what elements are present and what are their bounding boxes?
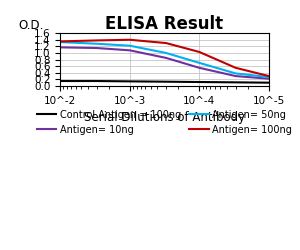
Control Antigen = 100ng [58, 80, 62, 82]
Antigen= 10ng [234, 74, 238, 78]
Control Antigen = 100ng [267, 81, 271, 84]
Control Antigen = 100ng [234, 81, 238, 84]
Line: Antigen= 100ng: Antigen= 100ng [60, 40, 269, 76]
Antigen= 100ng [128, 38, 132, 41]
Antigen= 10ng [267, 77, 271, 80]
Antigen= 10ng [197, 66, 201, 69]
Title: ELISA Result: ELISA Result [106, 15, 224, 33]
Antigen= 100ng [197, 50, 201, 53]
Legend: Control Antigen = 100ng, Antigen= 10ng, Antigen= 50ng, Antigen= 100ng: Control Antigen = 100ng, Antigen= 10ng, … [37, 110, 292, 135]
Antigen= 50ng [164, 52, 168, 54]
Line: Control Antigen = 100ng: Control Antigen = 100ng [60, 81, 269, 83]
Antigen= 10ng [58, 46, 62, 49]
Antigen= 100ng [95, 39, 98, 42]
Y-axis label: O.D.: O.D. [18, 19, 44, 32]
Line: Antigen= 50ng: Antigen= 50ng [60, 42, 269, 77]
Control Antigen = 100ng [128, 80, 132, 83]
Antigen= 100ng [58, 40, 62, 43]
Antigen= 10ng [95, 46, 98, 50]
Antigen= 50ng [267, 76, 271, 78]
Antigen= 50ng [58, 40, 62, 43]
Antigen= 10ng [164, 56, 168, 59]
Antigen= 100ng [267, 74, 271, 78]
Control Antigen = 100ng [95, 80, 98, 82]
Antigen= 50ng [197, 61, 201, 64]
Antigen= 50ng [128, 44, 132, 47]
Antigen= 50ng [234, 72, 238, 75]
Line: Antigen= 10ng: Antigen= 10ng [60, 47, 269, 79]
Antigen= 10ng [128, 49, 132, 52]
Antigen= 100ng [164, 42, 168, 44]
Control Antigen = 100ng [197, 80, 201, 84]
Antigen= 100ng [234, 66, 238, 69]
X-axis label: Serial Dilutions of Antibody: Serial Dilutions of Antibody [84, 111, 245, 124]
Control Antigen = 100ng [164, 80, 168, 83]
Antigen= 50ng [95, 42, 98, 45]
